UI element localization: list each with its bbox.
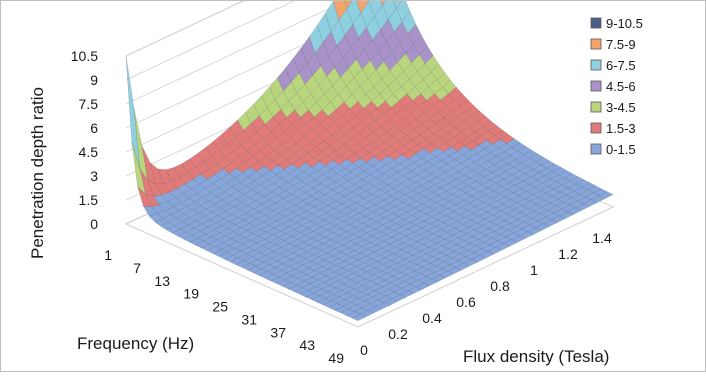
- z-tick-label: 7.5: [79, 96, 99, 112]
- z-tick-label: 4.5: [79, 144, 99, 160]
- flux-tick-label: 1.4: [592, 230, 612, 246]
- z-tick-label: 0: [90, 216, 98, 232]
- frequency-tick-label: 13: [154, 273, 170, 289]
- flux-tick-label: 0: [360, 342, 368, 358]
- surface-mesh: [126, 1, 613, 321]
- legend-label: 6-7.5: [606, 58, 636, 73]
- legend-swatch: [591, 102, 601, 112]
- legend-swatch: [591, 39, 601, 49]
- frequency-tick-label: 31: [241, 311, 257, 327]
- z-tick-label: 9: [90, 72, 98, 88]
- legend-label: 0-1.5: [606, 142, 636, 157]
- flux-tick-label: 1.2: [558, 246, 578, 262]
- y-axis-title: Flux density (Tesla): [463, 347, 609, 366]
- legend-label: 1.5-3: [606, 121, 636, 136]
- legend-swatch: [591, 60, 601, 70]
- flux-tick-label: 0.4: [422, 310, 442, 326]
- legend-label: 9-10.5: [606, 16, 643, 31]
- z-axis-title: Penetration depth ratio: [28, 87, 47, 259]
- flux-tick-label: 1: [530, 262, 538, 278]
- frequency-tick-label: 1: [104, 247, 112, 263]
- legend-swatch: [591, 81, 601, 91]
- legend-swatch: [591, 123, 601, 133]
- legend: 9-10.5 7.5-9 6-7.5 4.5-6 3-4.5 1.5-3 0-1.5: [591, 16, 643, 157]
- flux-tick-label: 0.2: [388, 326, 408, 342]
- frequency-tick-label: 49: [328, 350, 344, 366]
- z-axis-ticks: 0 1.5 3 4.5 6 7.5 9 10.5: [71, 48, 98, 232]
- frequency-tick-label: 25: [212, 299, 228, 315]
- z-tick-label: 10.5: [71, 48, 98, 64]
- frequency-tick-label: 19: [183, 286, 199, 302]
- z-tick-label: 6: [90, 120, 98, 136]
- frequency-tick-label: 37: [270, 324, 286, 340]
- legend-label: 3-4.5: [606, 100, 636, 115]
- flux-tick-label: 0.8: [490, 278, 510, 294]
- frequency-tick-label: 7: [133, 260, 141, 276]
- flux-tick-label: 0.6: [456, 294, 476, 310]
- z-tick-label: 3: [90, 168, 98, 184]
- legend-label: 7.5-9: [606, 37, 636, 52]
- x-axis-title: Frequency (Hz): [77, 334, 194, 353]
- legend-swatch: [591, 18, 601, 28]
- legend-label: 4.5-6: [606, 79, 636, 94]
- z-tick-label: 1.5: [79, 192, 99, 208]
- legend-swatch: [591, 144, 601, 154]
- frequency-tick-label: 43: [299, 337, 315, 353]
